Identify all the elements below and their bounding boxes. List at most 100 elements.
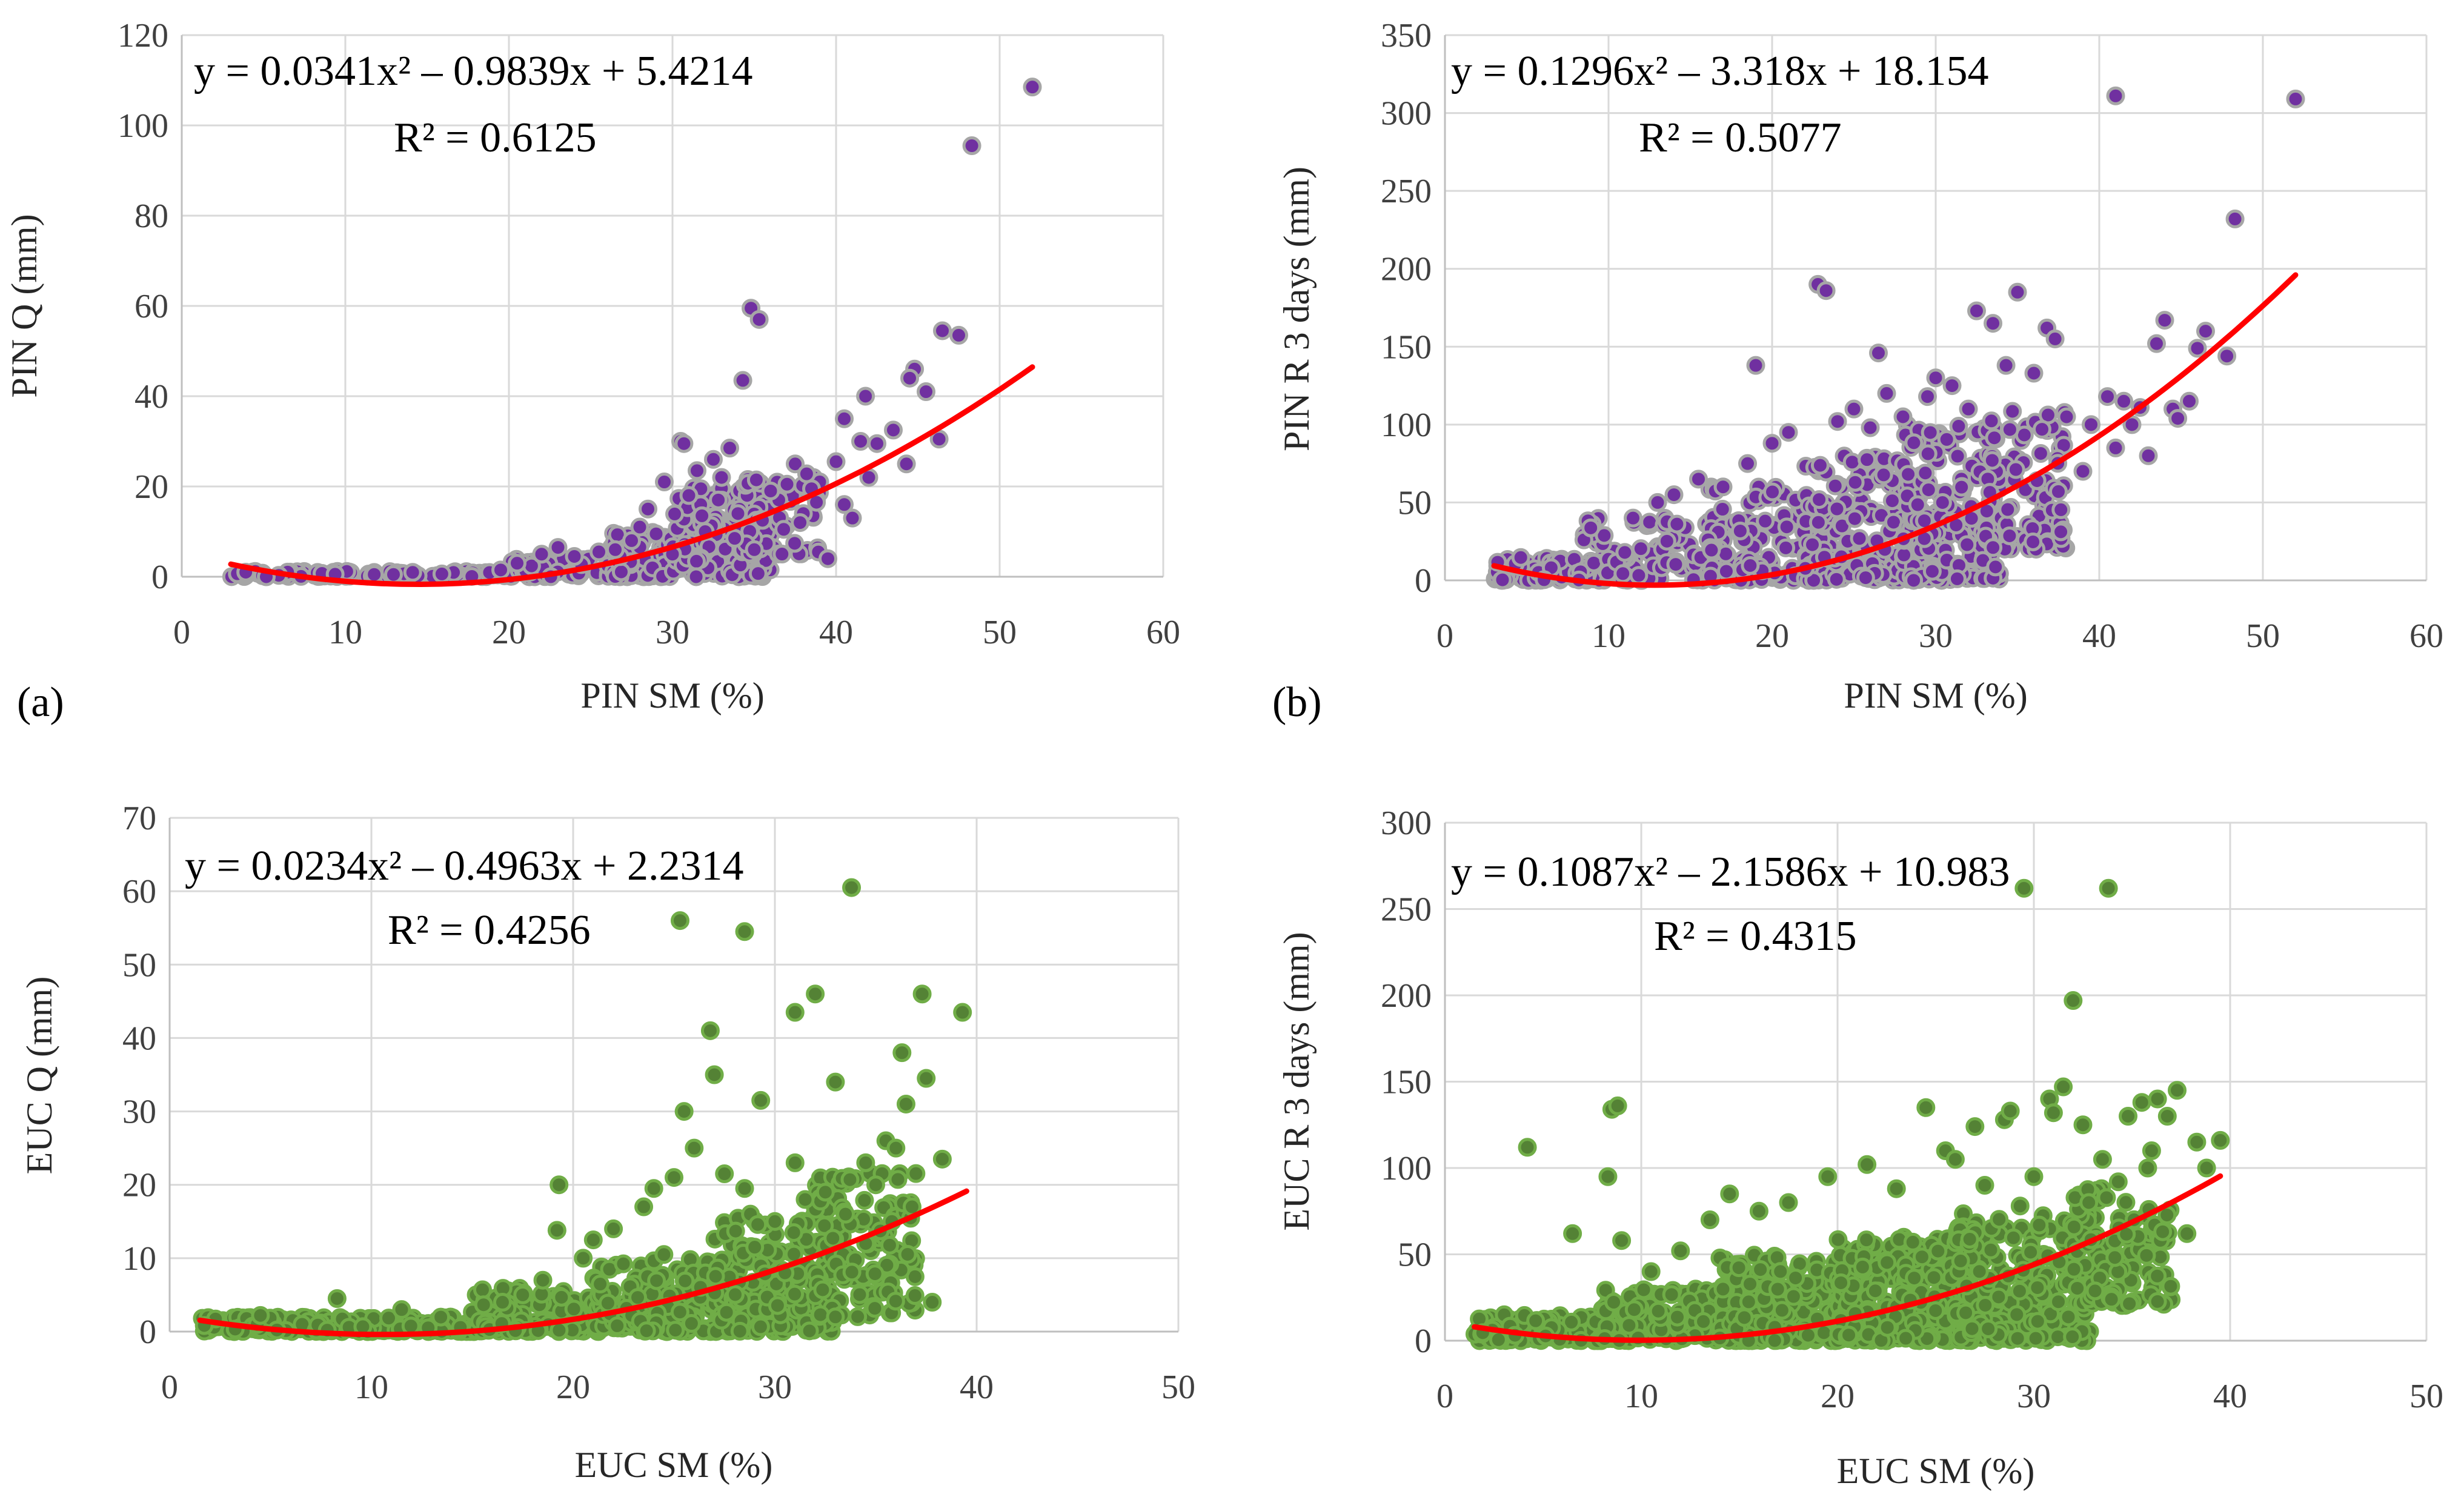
- data-point: [2010, 1281, 2029, 1301]
- data-point: [1518, 1138, 1537, 1157]
- x-tick-label: 50: [2246, 617, 2280, 655]
- data-point: [1629, 566, 1649, 585]
- data-point: [2114, 391, 2133, 411]
- x-tick-label: 10: [354, 1369, 388, 1406]
- data-point: [1981, 1240, 2001, 1259]
- data-point: [1671, 1241, 1690, 1261]
- y-tick-label: 0: [139, 1313, 156, 1351]
- data-point: [1631, 539, 1650, 559]
- data-point: [1827, 569, 1846, 589]
- data-point: [628, 1288, 648, 1307]
- data-point: [1970, 1262, 1989, 1281]
- data-point: [574, 1249, 593, 1268]
- data-point: [1945, 1150, 1965, 1169]
- data-point: [1730, 521, 1750, 540]
- data-point: [550, 1175, 569, 1195]
- x-axis-title: EUC SM (%): [1837, 1451, 2035, 1491]
- data-point: [686, 567, 706, 586]
- data-point: [1563, 1224, 1582, 1243]
- data-point: [730, 1321, 749, 1341]
- data-point: [840, 1170, 860, 1189]
- data-point: [1984, 314, 2002, 333]
- data-point: [949, 325, 968, 345]
- data-point: [2116, 1193, 2136, 1212]
- data-point: [2030, 1215, 2049, 1235]
- y-tick-label: 350: [1381, 17, 1432, 55]
- data-point: [2045, 329, 2065, 348]
- data-point: [647, 1271, 666, 1290]
- x-tick-label: 0: [1436, 617, 1453, 655]
- data-point: [962, 136, 981, 156]
- x-axis-title: PIN SM (%): [580, 675, 764, 715]
- data-point: [674, 1102, 694, 1121]
- data-point: [251, 1306, 270, 1325]
- data-point: [892, 1043, 912, 1063]
- data-point: [379, 1309, 399, 1328]
- y-tick-label: 200: [1381, 251, 1432, 288]
- data-point: [384, 565, 403, 584]
- data-point: [1947, 569, 1967, 588]
- data-point: [1839, 1326, 1859, 1345]
- data-point: [1595, 526, 1614, 545]
- y-tick-label: 10: [122, 1240, 156, 1278]
- chart-panel-2: 0 50 100 150 200 250 300 350 0 10 20 30 40 50 60 PIN SM…: [1272, 17, 2443, 726]
- data-point: [1624, 1300, 1644, 1319]
- data-point: [608, 1316, 627, 1335]
- x-tick-label: 30: [656, 614, 689, 651]
- data-point: [1771, 1262, 1790, 1281]
- x-tick-label: 50: [2409, 1378, 2443, 1415]
- chart-panel-1: 0 20 40 60 80 100 120 0 10 20 30 40 50 60 PIN SM (%) PI…: [4, 17, 1180, 726]
- data-point: [1965, 1117, 1985, 1137]
- data-point: [2007, 1305, 2027, 1324]
- data-point: [1960, 1229, 1979, 1249]
- y-tick-label: 0: [151, 559, 168, 596]
- data-point: [1526, 1311, 1546, 1330]
- data-point: [1749, 1201, 1768, 1221]
- y-tick-label: 250: [1381, 891, 1432, 929]
- y-axis-title: EUC R 3 days (mm): [1277, 932, 1317, 1230]
- y-tick-label: 120: [118, 17, 168, 55]
- trendline: [1472, 1173, 2223, 1343]
- y-tick-label: 250: [1381, 173, 1432, 210]
- y-tick-label: 300: [1381, 805, 1432, 842]
- scatter-points: [1486, 86, 2305, 590]
- data-point: [785, 1153, 805, 1172]
- data-point: [2211, 1130, 2230, 1150]
- data-point: [906, 1164, 926, 1183]
- data-point: [2001, 1101, 2020, 1121]
- data-point: [1896, 1329, 1916, 1348]
- data-point: [1858, 450, 1877, 470]
- data-point: [1802, 535, 1822, 554]
- data-point: [1700, 1210, 1719, 1229]
- data-point: [1942, 376, 1962, 396]
- data-point: [1641, 1262, 1661, 1281]
- data-point: [1741, 1274, 1760, 1293]
- data-point: [1933, 493, 1952, 513]
- data-point: [1762, 434, 1782, 453]
- data-point: [548, 538, 568, 557]
- data-point: [2105, 1248, 2125, 1267]
- data-point: [900, 368, 919, 388]
- r-squared: R² = 0.4256: [388, 907, 591, 954]
- data-point: [2148, 1089, 2167, 1109]
- data-point: [670, 911, 689, 931]
- data-point: [1865, 1281, 1885, 1301]
- data-point: [2168, 409, 2188, 428]
- data-point: [1916, 1098, 1936, 1117]
- data-point: [2051, 500, 2071, 519]
- data-point: [2102, 1290, 2121, 1309]
- data-point: [1720, 1184, 1739, 1204]
- data-point: [2008, 1329, 2027, 1348]
- data-point: [1713, 477, 1733, 497]
- data-point: [1664, 485, 1684, 505]
- data-point: [2057, 407, 2076, 426]
- data-point: [772, 545, 792, 564]
- data-point: [2068, 1278, 2087, 1298]
- data-point: [2064, 1217, 2084, 1236]
- data-point: [1735, 1308, 1754, 1327]
- x-tick-label: 30: [1919, 617, 1953, 655]
- data-point: [795, 1190, 815, 1209]
- data-point: [2059, 1307, 2078, 1327]
- data-point: [639, 499, 657, 519]
